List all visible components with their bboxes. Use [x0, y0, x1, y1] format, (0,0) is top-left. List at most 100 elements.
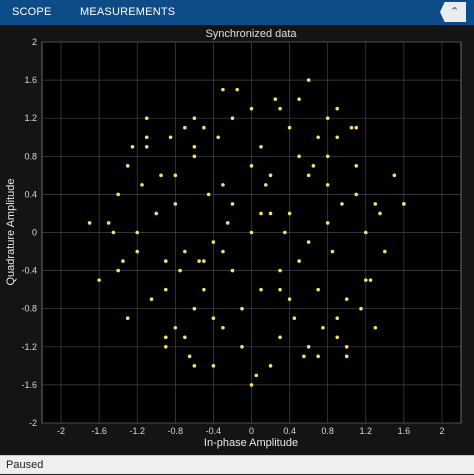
x-tick-label: -1.6 — [91, 426, 107, 436]
y-tick-label: 1.6 — [24, 75, 37, 85]
data-point — [316, 354, 320, 359]
toolstrip: SCOPE MEASUREMENTS ⌃ — [0, 0, 474, 25]
data-point — [330, 249, 335, 254]
data-point — [378, 211, 382, 216]
data-point — [249, 383, 254, 387]
chart-title: Synchronized data — [205, 28, 297, 40]
y-tick-label: 0.4 — [24, 189, 37, 199]
x-axis-label: In-phase Amplitude — [204, 437, 298, 449]
data-point — [325, 183, 330, 187]
data-point — [121, 259, 125, 263]
data-point — [144, 116, 149, 120]
data-point — [254, 373, 259, 378]
data-point — [311, 164, 316, 168]
data-point — [163, 335, 168, 340]
data-point — [297, 97, 301, 101]
data-point — [335, 316, 340, 321]
scatter-chart[interactable]: -2 -1.6 -1.2 -0.8 -0.4 0 0.4 0.8 1.2 1.6 2 -2-1.6-… — [0, 25, 474, 455]
data-point — [173, 202, 178, 206]
data-point — [278, 287, 282, 292]
data-point — [373, 202, 378, 206]
data-point — [97, 278, 101, 282]
y-tick-label: -2 — [29, 418, 37, 428]
grid-lines — [42, 41, 461, 424]
data-point — [221, 249, 225, 254]
data-point — [249, 230, 254, 235]
data-point — [130, 144, 135, 149]
data-point — [306, 345, 311, 349]
data-point — [325, 116, 330, 120]
plot-area: -2 -1.6 -1.2 -0.8 -0.4 0 0.4 0.8 1.2 1.6 2 -2 -1.6-… — [0, 25, 474, 455]
y-tick-label: -0.4 — [21, 266, 37, 276]
x-tick-label: -0.4 — [206, 426, 222, 436]
data-point — [183, 125, 187, 130]
data-point — [173, 173, 178, 178]
data-point — [273, 97, 278, 101]
data-point — [159, 173, 163, 178]
data-point — [221, 183, 225, 187]
data-point — [240, 306, 244, 311]
data-point — [116, 268, 120, 273]
status-text: Paused — [6, 459, 44, 471]
data-point — [335, 135, 340, 140]
data-point — [340, 202, 344, 206]
data-point — [125, 164, 130, 168]
data-point — [316, 135, 320, 140]
x-tick-label: -2 — [57, 426, 65, 436]
data-point — [183, 335, 187, 340]
data-point — [263, 183, 268, 187]
x-tick-label: 0 — [249, 426, 254, 436]
data-point — [325, 154, 330, 159]
data-point — [192, 306, 197, 311]
data-point — [183, 249, 187, 254]
data-point — [144, 144, 149, 149]
data-point — [149, 297, 154, 301]
data-point — [402, 202, 406, 206]
data-point — [163, 345, 168, 349]
data-point — [154, 211, 159, 216]
data-point — [268, 364, 273, 368]
data-point — [192, 364, 197, 368]
data-point — [197, 259, 201, 263]
data-point — [168, 135, 173, 140]
data-point — [202, 287, 206, 292]
data-point — [325, 221, 330, 225]
data-point — [368, 278, 373, 282]
data-point — [106, 221, 111, 225]
tab-measurements[interactable]: MEASUREMENTS — [80, 6, 176, 18]
x-tick-label: 1.2 — [360, 426, 373, 436]
data-point — [383, 249, 387, 254]
data-point — [268, 173, 273, 178]
data-point — [287, 125, 292, 130]
data-point — [373, 325, 378, 330]
y-tick-label: 2 — [32, 37, 37, 47]
data-point — [249, 164, 254, 168]
y-tick-label: 0.8 — [24, 151, 37, 161]
data-point — [202, 259, 206, 263]
data-point — [392, 173, 397, 178]
data-point — [344, 297, 349, 301]
data-point — [111, 230, 116, 235]
data-points — [87, 78, 406, 387]
data-point — [321, 325, 325, 330]
data-point — [306, 240, 311, 244]
data-point — [316, 287, 320, 292]
data-point — [363, 230, 368, 235]
data-point — [335, 335, 340, 340]
tab-scope[interactable]: SCOPE — [12, 6, 52, 18]
data-point — [268, 211, 273, 216]
data-point — [235, 87, 240, 92]
data-point — [302, 354, 306, 359]
data-point — [306, 173, 311, 178]
data-point — [278, 335, 282, 340]
collapse-toolstrip-button[interactable]: ⌃ — [440, 2, 466, 22]
data-point — [287, 297, 292, 301]
status-bar: Paused — [0, 455, 474, 474]
x-tick-label: -1.2 — [129, 426, 145, 436]
data-point — [230, 116, 235, 120]
data-point — [249, 106, 254, 111]
data-point — [306, 78, 311, 82]
data-point — [354, 125, 359, 130]
x-tick-label: 2 — [439, 426, 444, 436]
x-tick-label: -0.8 — [168, 426, 184, 436]
